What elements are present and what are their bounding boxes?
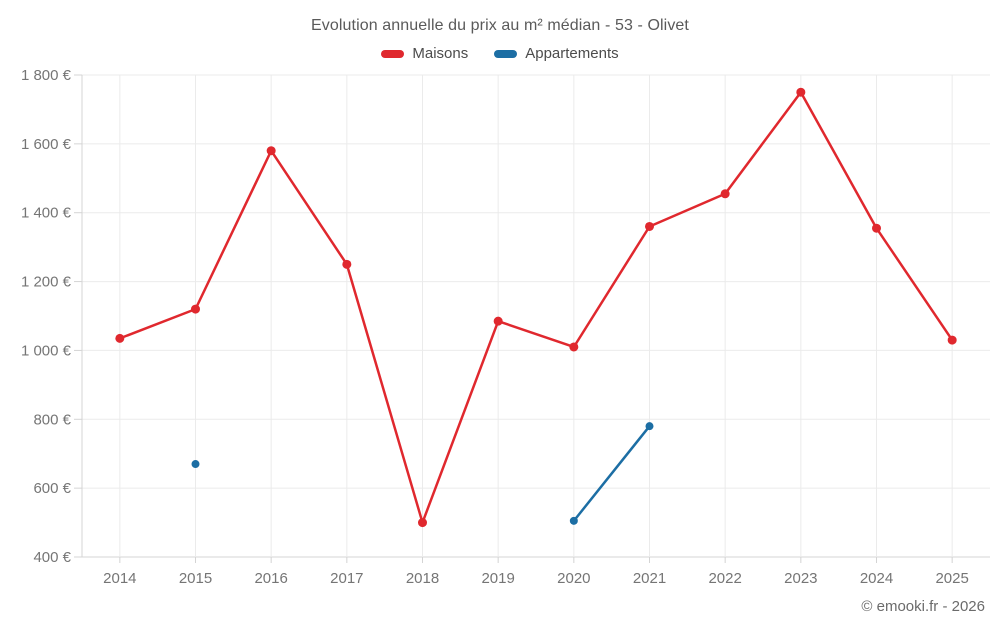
point-maisons-2014[interactable] [115,333,125,343]
point-maisons-2025[interactable] [947,335,957,345]
legend-item-maisons[interactable]: Maisons [381,45,468,62]
x-tick-label: 2014 [103,570,136,587]
point-maisons-2019[interactable] [493,316,503,326]
point-appartements-2020[interactable] [569,516,578,525]
y-tick-label: 1 200 € [21,274,72,291]
chart-legend: Maisons Appartements [0,45,1000,62]
point-maisons-2023[interactable] [796,87,806,97]
x-tick-label: 2018 [406,570,439,587]
y-tick-label: 400 € [33,549,71,566]
x-tick-label: 2021 [633,570,666,587]
point-maisons-2015[interactable] [191,304,200,314]
point-maisons-2022[interactable] [720,189,730,199]
line-maisons [118,90,954,524]
x-tick-label: 2015 [179,570,212,587]
x-tick-label: 2020 [557,570,590,587]
point-maisons-2021[interactable] [645,221,654,231]
legend-swatch-maisons [381,49,405,58]
y-tick-label: 1 400 € [21,205,72,222]
legend-label-appartements: Appartements [525,45,619,62]
x-tick-label: 2016 [254,570,287,587]
point-appartements-2021[interactable] [645,422,654,431]
x-tick-label: 2025 [935,570,968,587]
point-maisons-2024[interactable] [872,223,881,233]
x-tick-label: 2019 [481,570,514,587]
y-tick-label: 1 600 € [21,136,72,153]
y-tick-label: 800 € [33,411,71,428]
legend-item-appartements[interactable]: Appartements [494,45,619,62]
y-tick-label: 1 000 € [21,342,72,359]
point-maisons-2018[interactable] [418,518,427,528]
legend-swatch-appartements [494,49,518,58]
line-appartements [572,424,651,523]
copyright-footer: © emooki.fr - 2026 [861,598,985,615]
y-tick-label: 1 800 € [21,67,72,84]
chart-title: Evolution annuelle du prix au m² médian … [311,17,689,34]
y-tick-label: 600 € [33,480,71,497]
x-tick-label: 2022 [708,570,741,587]
point-maisons-2020[interactable] [569,342,579,352]
legend-label-maisons: Maisons [412,45,469,62]
x-tick-label: 2023 [784,570,817,587]
x-tick-label: 2024 [860,570,893,587]
point-appartements-2015[interactable] [191,460,200,469]
point-maisons-2016[interactable] [266,146,276,156]
x-tick-label: 2017 [330,570,363,587]
point-maisons-2017[interactable] [342,259,352,269]
